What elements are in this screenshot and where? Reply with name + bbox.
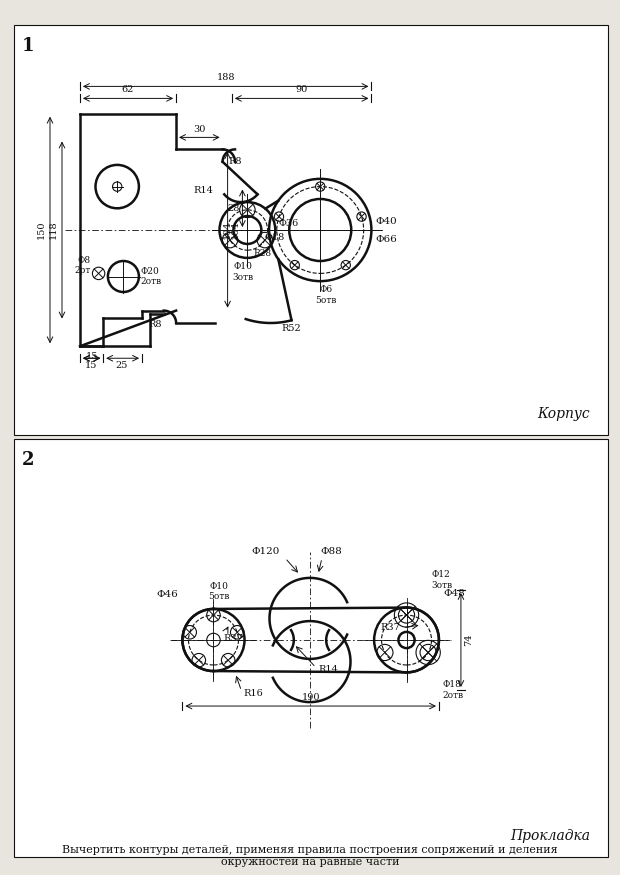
Text: Φ46: Φ46 <box>157 590 179 599</box>
Text: Φ120: Φ120 <box>252 547 280 556</box>
Text: Φ10
3отв: Φ10 3отв <box>233 262 254 282</box>
Text: R52: R52 <box>281 324 301 333</box>
Text: Вычертить контуры деталей, применяя правила построения сопряжений и деления
окру: Вычертить контуры деталей, применяя прав… <box>62 845 558 867</box>
Text: R37: R37 <box>223 634 243 643</box>
Text: R8: R8 <box>229 157 242 166</box>
Text: 1: 1 <box>22 37 35 55</box>
Text: Φ40: Φ40 <box>375 218 397 227</box>
Text: Φ20
2отв: Φ20 2отв <box>141 267 162 286</box>
Text: Φ6
5отв: Φ6 5отв <box>316 285 337 304</box>
Text: R16: R16 <box>244 689 264 697</box>
Text: Φ10
5отв: Φ10 5отв <box>208 582 229 601</box>
Text: 90: 90 <box>296 86 308 94</box>
Text: 190: 190 <box>301 693 320 702</box>
Text: 15: 15 <box>85 361 97 370</box>
Text: Φ48: Φ48 <box>443 589 464 598</box>
Text: 2: 2 <box>22 451 35 469</box>
Text: 28: 28 <box>227 204 239 213</box>
Text: R14: R14 <box>193 186 213 194</box>
Text: R8: R8 <box>148 320 162 329</box>
Bar <box>14 25 608 435</box>
Text: R37: R37 <box>381 623 401 632</box>
Text: Φ88: Φ88 <box>320 547 342 556</box>
Text: 62: 62 <box>122 86 135 94</box>
Text: 30: 30 <box>193 125 206 135</box>
Text: 188: 188 <box>216 74 235 82</box>
Text: Φ18: Φ18 <box>264 234 285 242</box>
Text: Φ12
3отв: Φ12 3отв <box>432 570 453 590</box>
Text: 118: 118 <box>49 220 58 239</box>
Text: R14: R14 <box>318 665 338 674</box>
Text: Прокладка: Прокладка <box>510 829 590 843</box>
Bar <box>14 439 608 857</box>
Text: 104: 104 <box>231 220 239 239</box>
Text: Φ36: Φ36 <box>278 220 299 228</box>
Text: 150: 150 <box>37 220 46 239</box>
Text: Φ18
2отв: Φ18 2отв <box>443 681 464 700</box>
Text: Φ8
2рт: Φ8 2рт <box>74 255 91 275</box>
Text: 25: 25 <box>116 361 128 370</box>
Text: Φ66: Φ66 <box>375 235 397 244</box>
Text: 74: 74 <box>464 634 473 647</box>
Text: R28: R28 <box>253 249 271 258</box>
Text: 104: 104 <box>223 220 232 239</box>
Text: Корпус: Корпус <box>538 407 590 421</box>
Text: 15: 15 <box>86 353 98 361</box>
